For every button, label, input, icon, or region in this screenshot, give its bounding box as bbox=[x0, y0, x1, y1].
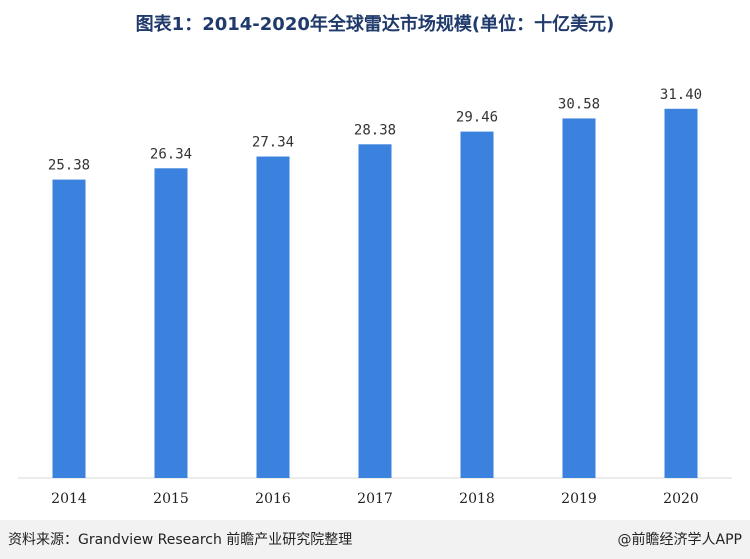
bar-2019 bbox=[562, 118, 596, 478]
bar-chart: 25.38 2014 26.34 2015 27.34 2016 28.38 2017 29.4… bbox=[18, 87, 732, 507]
data-label-2016: 27.34 bbox=[252, 135, 294, 151]
bar-2014 bbox=[52, 179, 86, 479]
x-tick-2018: 2018 bbox=[459, 491, 495, 507]
data-label-2014: 25.38 bbox=[48, 158, 90, 174]
data-label-2019: 30.58 bbox=[558, 96, 600, 112]
source-note: 资料来源：Grandview Research 前瞻产业研究院整理 bbox=[8, 532, 353, 548]
data-label-2020: 31.40 bbox=[660, 87, 702, 103]
data-label-2017: 28.38 bbox=[354, 122, 396, 138]
x-tick-2014: 2014 bbox=[51, 491, 87, 507]
brand-credit: @前瞻经济学人APP bbox=[617, 532, 742, 548]
bar-2018 bbox=[460, 131, 494, 478]
bar-2015 bbox=[154, 168, 188, 479]
x-tick-2020: 2020 bbox=[663, 491, 699, 507]
x-tick-2015: 2015 bbox=[153, 491, 189, 507]
x-tick-2016: 2016 bbox=[255, 491, 291, 507]
chart-title: 图表1：2014-2020年全球雷达市场规模(单位：十亿美元) bbox=[135, 14, 615, 35]
x-tick-2017: 2017 bbox=[357, 491, 393, 507]
footer-band bbox=[0, 520, 750, 559]
bar-2016 bbox=[256, 156, 290, 478]
data-label-2018: 29.46 bbox=[456, 110, 498, 126]
data-label-2015: 26.34 bbox=[150, 146, 192, 162]
x-tick-2019: 2019 bbox=[561, 491, 597, 507]
bar-2020 bbox=[664, 108, 698, 479]
bar-2017 bbox=[358, 144, 392, 479]
